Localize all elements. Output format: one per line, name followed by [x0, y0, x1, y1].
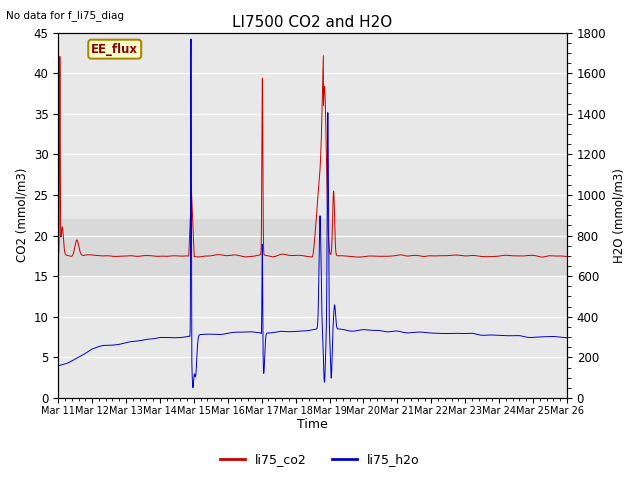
X-axis label: Time: Time	[297, 419, 328, 432]
Bar	[58, 219, 567, 276]
Y-axis label: CO2 (mmol/m3): CO2 (mmol/m3)	[15, 168, 28, 263]
Y-axis label: H2O (mmol/m3): H2O (mmol/m3)	[612, 168, 625, 263]
Text: No data for f_li75_diag: No data for f_li75_diag	[6, 10, 124, 21]
Text: EE_flux: EE_flux	[92, 43, 138, 56]
Legend: li75_co2, li75_h2o: li75_co2, li75_h2o	[215, 448, 425, 471]
Title: LI7500 CO2 and H2O: LI7500 CO2 and H2O	[232, 15, 393, 30]
